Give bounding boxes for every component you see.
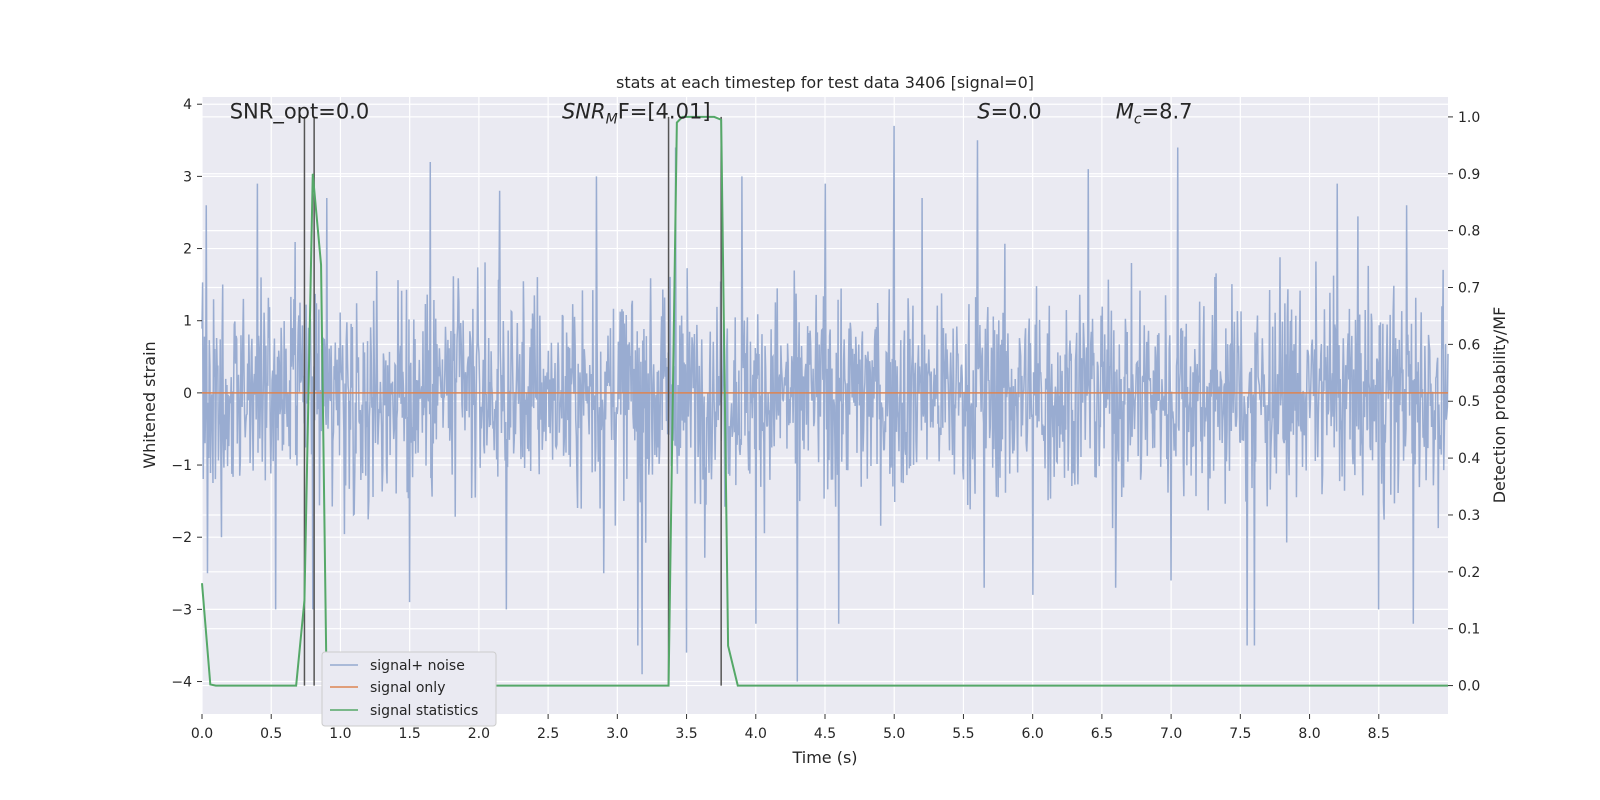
y-right-tick-label: 0.0 [1458,679,1480,695]
x-tick-label: 7.5 [1229,726,1251,742]
y-right-tick-label: 0.4 [1458,451,1480,467]
x-tick-label: 8.0 [1298,726,1320,742]
x-tick-label: 1.0 [329,726,351,742]
legend-label-signal-noise: signal+ noise [370,658,465,674]
annotation-2: S=0.0 [977,100,1041,124]
annotation-3: Mc=8.7 [1116,100,1193,128]
annotation-0: SNR_opt=0.0 [230,100,370,125]
x-axis-label: Time (s) [791,748,857,767]
y-tick-label: −2 [171,530,192,546]
y-tick-label: −4 [171,675,192,691]
annotations: SNR_opt=0.0 SNRMF=[4.01] S=0.0 Mc=8.7 [230,100,1193,128]
signal-statistics-line [201,115,1448,687]
x-tick-label: 6.5 [1091,726,1113,742]
x-tick-label: 6.0 [1022,726,1044,742]
x-tick-label: 0.0 [191,726,213,742]
x-tick-label: 1.5 [399,726,421,742]
x-tick-label: 3.0 [606,726,628,742]
y-right-tick-label: 1.0 [1458,110,1480,126]
x-tick-label: 5.0 [883,726,905,742]
x-axis: 0.0 0.5 1.0 1.5 2.0 2.5 3.0 3.5 4.0 4.5 5.0 5.5 6.0 6… [191,714,1390,742]
x-tick-label: 2.0 [468,726,490,742]
y-tick-label: −1 [171,458,192,474]
annotation-1: SNRMF=[4.01] [562,100,711,128]
x-tick-label: 4.5 [814,726,836,742]
legend-label-signal-statistics: signal statistics [370,703,478,719]
y-axis-right-label: Detection probability/MF [1490,307,1509,504]
legend-box [321,651,497,727]
y-right-tick-label: 0.5 [1458,394,1480,410]
x-tick-label: 2.5 [537,726,559,742]
y-right-tick-label: 0.7 [1458,281,1480,297]
x-tick-label: 4.0 [745,726,767,742]
y-right-tick-label: 0.6 [1458,337,1480,353]
x-tick-label: 7.0 [1160,726,1182,742]
y-axis-label: Whitened strain [140,341,159,468]
y-tick-label: 4 [183,97,192,113]
x-tick-label: 0.5 [260,726,282,742]
y-axis-left: 4 3 2 1 0 −1 −2 −3 −4 [171,97,202,691]
y-tick-label: 2 [183,242,192,258]
y-right-tick-label: 0.1 [1458,622,1480,638]
y-axis-right: 1.0 0.9 0.8 0.7 0.6 0.5 0.4 0.3 0.2 0.1 0.0 [1448,110,1480,695]
x-tick-label: 3.5 [675,726,697,742]
series-signal-statistics [201,115,1448,687]
vertical-markers [303,116,722,686]
y-tick-label: 0 [183,386,192,402]
y-right-tick-label: 0.8 [1458,224,1480,240]
legend: signal+ noise signal only signal statist… [321,651,497,727]
y-tick-label: 1 [183,314,192,330]
series-signal-noise [201,125,1449,682]
y-tick-label: 3 [183,169,192,185]
y-tick-label: −3 [171,602,192,618]
y-right-tick-label: 0.3 [1458,508,1480,524]
x-tick-label: 8.5 [1368,726,1390,742]
chart-title: stats at each timestep for test data 340… [616,73,1034,92]
legend-label-signal-only: signal only [370,680,445,696]
y-right-tick-label: 0.9 [1458,167,1480,183]
y-right-tick-label: 0.2 [1458,565,1480,581]
x-tick-label: 5.5 [952,726,974,742]
signal-noise-line [201,125,1449,682]
